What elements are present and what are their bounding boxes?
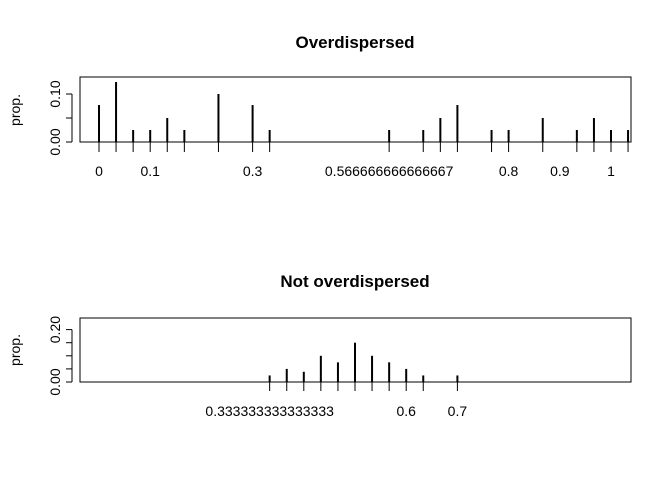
chart-title: Overdispersed bbox=[295, 33, 414, 52]
x-tick-label: 0.3 bbox=[243, 163, 263, 179]
chart-panel-overdispersed: Overdispersed prop. 0.00 0.10 0 0.1 0.3 0.56… bbox=[7, 33, 632, 179]
y-tick-label: 0.00 bbox=[47, 128, 63, 155]
x-tick-label: 0 bbox=[95, 163, 103, 179]
x-tick-label: 0.9 bbox=[550, 163, 570, 179]
x-tick-label: 0.7 bbox=[448, 403, 468, 419]
x-tick-label: 1 bbox=[607, 163, 615, 179]
bars bbox=[268, 342, 459, 382]
x-tick-label: 0.8 bbox=[499, 163, 519, 179]
plot-frame bbox=[79, 76, 632, 143]
y-axis-label: prop. bbox=[7, 94, 23, 126]
x-axis: 0.333333333333333 0.6 0.7 bbox=[205, 381, 468, 419]
y-tick-label: 0.10 bbox=[47, 80, 63, 107]
x-tick-label: 0.566666666666667 bbox=[325, 163, 454, 179]
x-tick-label: 0.333333333333333 bbox=[205, 403, 334, 419]
y-tick-label: 0.20 bbox=[47, 316, 63, 343]
y-axis: 0.00 0.20 bbox=[47, 316, 73, 396]
y-axis: 0.00 0.10 bbox=[47, 80, 73, 156]
chart-panel-not-overdispersed: Not overdispersed prop. 0.00 0.20 0.33333… bbox=[7, 272, 632, 419]
bars bbox=[98, 82, 630, 142]
y-axis-label: prop. bbox=[7, 334, 23, 366]
x-axis: 0 0.1 0.3 0.566666666666667 0.8 0.9 1 bbox=[95, 141, 629, 179]
y-tick-label: 0.00 bbox=[47, 368, 63, 395]
x-tick-label: 0.1 bbox=[140, 163, 160, 179]
x-tick-label: 0.6 bbox=[396, 403, 416, 419]
chart-title: Not overdispersed bbox=[280, 272, 429, 291]
